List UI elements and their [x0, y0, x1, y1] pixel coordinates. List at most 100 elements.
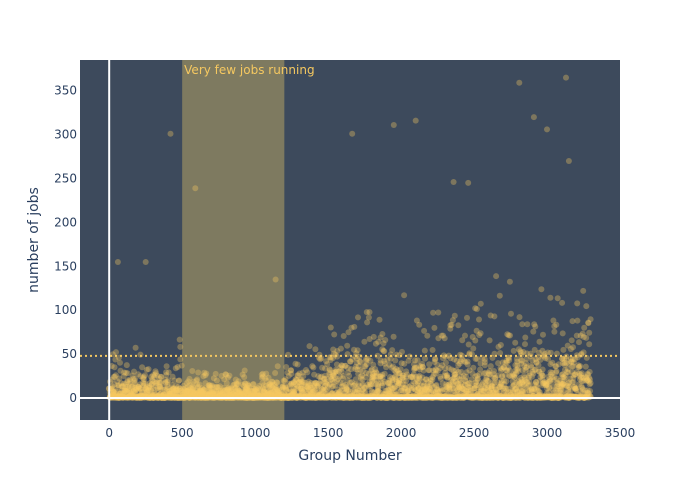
- data-point: [529, 373, 535, 380]
- data-point: [341, 362, 348, 369]
- data-point: [145, 385, 152, 391]
- data-point: [444, 374, 451, 381]
- data-point: [123, 381, 129, 388]
- data-point: [458, 383, 465, 390]
- data-point: [205, 382, 212, 389]
- data-point: [193, 377, 200, 384]
- data-point: [512, 339, 519, 346]
- data-point: [309, 388, 316, 395]
- data-point: [183, 389, 190, 396]
- data-point: [116, 390, 123, 397]
- data-point: [343, 384, 350, 391]
- data-point: [270, 392, 276, 399]
- data-point: [171, 377, 178, 384]
- data-point: [188, 388, 195, 395]
- data-point: [477, 388, 484, 395]
- data-point: [174, 364, 181, 370]
- data-point: [418, 391, 424, 398]
- data-point: [586, 368, 593, 375]
- data-point: [428, 382, 435, 389]
- data-point: [239, 381, 246, 388]
- data-point: [385, 387, 392, 394]
- data-point: [421, 347, 428, 354]
- data-point: [386, 361, 393, 368]
- data-point: [280, 377, 287, 384]
- data-point: [435, 387, 441, 394]
- data-point: [123, 387, 130, 394]
- data-point: [315, 380, 322, 387]
- data-point: [450, 179, 457, 185]
- marker-group: [105, 74, 594, 401]
- data-point: [157, 383, 164, 390]
- data-point: [139, 364, 146, 371]
- data-point: [176, 336, 183, 343]
- data-point: [516, 79, 523, 86]
- data-point: [552, 363, 559, 370]
- data-point: [243, 386, 250, 393]
- data-point: [535, 368, 542, 375]
- data-point: [472, 379, 479, 386]
- data-point: [207, 391, 214, 398]
- data-point: [563, 360, 570, 367]
- data-point: [145, 392, 152, 398]
- y-tick-label: 50: [62, 347, 77, 361]
- data-point: [375, 338, 382, 345]
- data-point: [381, 348, 388, 355]
- data-point: [193, 391, 200, 397]
- data-point: [380, 340, 387, 347]
- data-point: [260, 382, 267, 389]
- data-point: [386, 390, 393, 397]
- plot-background: [80, 60, 620, 420]
- data-point: [282, 384, 289, 391]
- data-point: [382, 337, 389, 343]
- y-tick-label: 150: [54, 259, 77, 273]
- data-point: [204, 390, 211, 397]
- data-point: [229, 390, 236, 397]
- data-point: [290, 390, 297, 396]
- data-point: [375, 384, 381, 390]
- data-point: [561, 375, 568, 381]
- data-point: [519, 321, 526, 328]
- data-point: [570, 359, 577, 366]
- data-point: [223, 371, 230, 378]
- data-point: [582, 363, 589, 370]
- data-point: [541, 378, 548, 385]
- data-point: [540, 380, 547, 386]
- data-point: [164, 386, 171, 392]
- data-point: [550, 317, 557, 324]
- data-point: [115, 382, 122, 389]
- data-point: [507, 373, 514, 380]
- data-point: [178, 387, 185, 394]
- data-point: [494, 379, 501, 386]
- data-point: [435, 386, 441, 393]
- data-point: [465, 341, 472, 348]
- data-point: [486, 337, 493, 344]
- data-point: [410, 384, 417, 391]
- data-point: [515, 378, 522, 385]
- data-point: [267, 386, 274, 393]
- x-axis-title: Group Number: [298, 448, 402, 464]
- data-point: [230, 390, 237, 397]
- data-point: [130, 388, 137, 395]
- data-point: [496, 384, 503, 391]
- data-point: [227, 391, 234, 398]
- data-point: [250, 385, 257, 392]
- data-point: [585, 320, 592, 327]
- data-point: [263, 391, 270, 398]
- data-point: [556, 377, 563, 384]
- y-tick-label: 100: [54, 303, 77, 317]
- data-point: [387, 390, 394, 397]
- data-point: [501, 387, 508, 394]
- data-point: [481, 356, 488, 363]
- data-point: [355, 314, 361, 321]
- data-point: [224, 386, 231, 393]
- data-point: [138, 392, 145, 399]
- data-point: [569, 379, 576, 386]
- data-point: [452, 371, 459, 377]
- data-point: [517, 384, 524, 391]
- data-point: [546, 384, 553, 390]
- data-point: [132, 384, 139, 391]
- data-point: [201, 390, 208, 397]
- data-point: [168, 386, 175, 393]
- data-point: [346, 390, 353, 397]
